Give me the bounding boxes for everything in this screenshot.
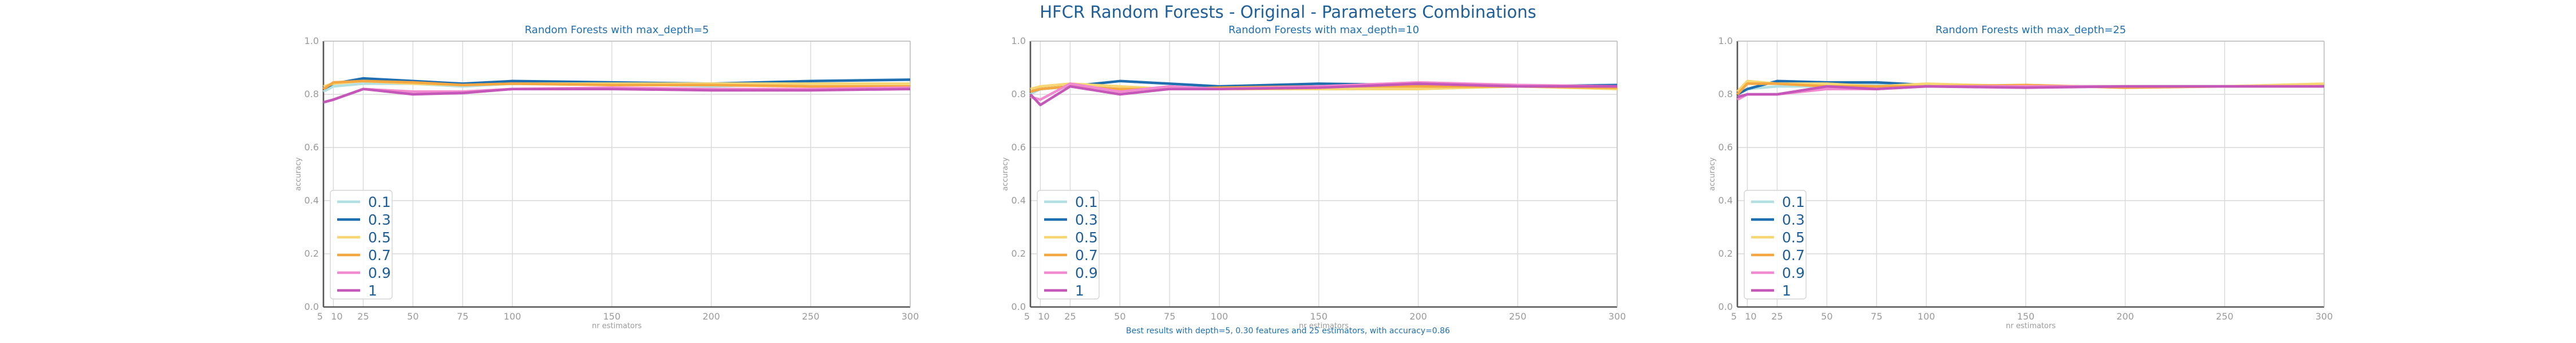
chart-1-ytick-1: 0.2 bbox=[305, 248, 319, 259]
chart-3-ylabel: accuracy bbox=[1708, 157, 1717, 191]
chart-2-ytick-0: 0.0 bbox=[1012, 301, 1026, 312]
chart-1-legend-label-5: 1 bbox=[368, 282, 377, 299]
chart-1-ytick-4: 0.8 bbox=[305, 89, 319, 99]
chart-2-ytick-2: 0.4 bbox=[1012, 195, 1026, 206]
chart-3-xtick-3: 50 bbox=[1821, 311, 1832, 322]
chart-3-xtick-2: 25 bbox=[1771, 311, 1783, 322]
chart-1-xtick-1: 10 bbox=[331, 311, 342, 322]
chart-2-ytick-1: 0.2 bbox=[1012, 248, 1026, 259]
chart-3-xtick-4: 75 bbox=[1871, 311, 1882, 322]
chart-3-xtick-7: 200 bbox=[2116, 311, 2134, 322]
chart-3-ytick-2: 0.4 bbox=[1718, 195, 1733, 206]
chart-2-title: Random Forests with max_depth=10 bbox=[1228, 24, 1419, 36]
chart-3-legend-label-0: 0.1 bbox=[1782, 194, 1805, 210]
chart-2-xtick-8: 250 bbox=[1509, 311, 1527, 322]
chart-1-title: Random Forests with max_depth=5 bbox=[525, 24, 709, 36]
chart-1-xtick-0: 5 bbox=[317, 311, 323, 322]
chart-1-xtick-8: 250 bbox=[802, 311, 820, 322]
chart-2-xtick-7: 200 bbox=[1409, 311, 1427, 322]
chart-2-xlabel: nr estimators bbox=[1299, 322, 1349, 330]
chart-1-xtick-7: 200 bbox=[702, 311, 720, 322]
chart-3-xtick-1: 10 bbox=[1745, 311, 1756, 322]
chart-2-xtick-4: 75 bbox=[1164, 311, 1175, 322]
chart-1-legend-label-3: 0.7 bbox=[368, 247, 391, 264]
figure-title: HFCR Random Forests - Original - Paramet… bbox=[1040, 2, 1536, 22]
figure-footnote: Best results with depth=5, 0.30 features… bbox=[1126, 326, 1450, 336]
chart-1-xtick-2: 25 bbox=[357, 311, 369, 322]
chart-1-ylabel: accuracy bbox=[294, 157, 303, 191]
chart-3-ytick-4: 0.8 bbox=[1718, 89, 1733, 99]
chart-1-series-0-7 bbox=[322, 79, 910, 90]
chart-3-ytick-3: 0.6 bbox=[1718, 142, 1733, 153]
chart-1-xtick-6: 150 bbox=[603, 311, 621, 322]
chart-1-ytick-2: 0.4 bbox=[305, 195, 319, 206]
chart-2-legend-label-2: 0.5 bbox=[1075, 229, 1098, 246]
chart-1-ytick-0: 0.0 bbox=[305, 301, 319, 312]
chart-3-ytick-5: 1.0 bbox=[1718, 35, 1733, 46]
charts-container: 0.00.20.40.60.81.05 10 25 50 75 100 150 200 250 3… bbox=[294, 24, 2333, 330]
chart-3-title: Random Forests with max_depth=25 bbox=[1935, 24, 2126, 36]
chart-1-legend-label-2: 0.5 bbox=[368, 229, 391, 246]
chart-2-xtick-0: 5 bbox=[1024, 311, 1030, 322]
chart-3-xtick-8: 250 bbox=[2216, 311, 2234, 322]
chart-2-xtick-9: 300 bbox=[1609, 311, 1626, 322]
chart-3-legend-label-4: 0.9 bbox=[1782, 265, 1805, 281]
chart-3-xtick-9: 300 bbox=[2316, 311, 2333, 322]
chart-1-ytick-3: 0.6 bbox=[305, 142, 319, 153]
chart-1-xtick-5: 100 bbox=[504, 311, 521, 322]
chart-1-xtick-3: 50 bbox=[407, 311, 418, 322]
chart-3-xtick-0: 5 bbox=[1731, 311, 1737, 322]
chart-3-xtick-6: 150 bbox=[2017, 311, 2035, 322]
chart-2-xtick-1: 10 bbox=[1038, 311, 1049, 322]
chart-2-legend-label-1: 0.3 bbox=[1075, 212, 1098, 228]
chart-1-ytick-5: 1.0 bbox=[305, 35, 319, 46]
chart-2-xtick-2: 25 bbox=[1064, 311, 1076, 322]
chart-1-series-1 bbox=[323, 87, 911, 104]
chart-1-xlabel: nr estimators bbox=[592, 322, 642, 330]
chart-2-series-1 bbox=[1029, 82, 1617, 106]
chart-1-xtick-4: 75 bbox=[457, 311, 468, 322]
chart-3-ytick-1: 0.2 bbox=[1718, 248, 1733, 259]
chart-1-legend-label-1: 0.3 bbox=[368, 212, 391, 228]
chart-1-legend-label-0: 0.1 bbox=[368, 194, 391, 210]
chart-3-legend-label-5: 1 bbox=[1782, 282, 1791, 299]
chart-2-ytick-5: 1.0 bbox=[1012, 35, 1026, 46]
chart-3-legend-label-2: 0.5 bbox=[1782, 229, 1805, 246]
chart-2-ytick-4: 0.8 bbox=[1012, 89, 1026, 99]
chart-2-xtick-6: 150 bbox=[1310, 311, 1328, 322]
chart-3-legend-label-3: 0.7 bbox=[1782, 247, 1805, 264]
chart-2-xtick-3: 50 bbox=[1114, 311, 1125, 322]
chart-3-ytick-0: 0.0 bbox=[1718, 301, 1733, 312]
chart-3-legend-label-1: 0.3 bbox=[1782, 212, 1805, 228]
chart-2-series-0-9 bbox=[1030, 81, 1618, 101]
chart-2-legend-label-0: 0.1 bbox=[1075, 194, 1098, 210]
chart-2-legend-label-5: 1 bbox=[1075, 282, 1084, 299]
chart-3-xlabel: nr estimators bbox=[2006, 322, 2056, 330]
chart-2-xtick-5: 100 bbox=[1211, 311, 1228, 322]
chart-2-ylabel: accuracy bbox=[1001, 157, 1010, 191]
chart-3-series-1 bbox=[1737, 85, 2324, 98]
chart-2-ytick-3: 0.6 bbox=[1012, 142, 1026, 153]
chart-3-xtick-5: 100 bbox=[1918, 311, 1935, 322]
chart-1-xtick-9: 300 bbox=[902, 311, 919, 322]
chart-2-legend-label-3: 0.7 bbox=[1075, 247, 1098, 264]
chart-1-legend-label-4: 0.9 bbox=[368, 265, 391, 281]
chart-2-legend-label-4: 0.9 bbox=[1075, 265, 1098, 281]
